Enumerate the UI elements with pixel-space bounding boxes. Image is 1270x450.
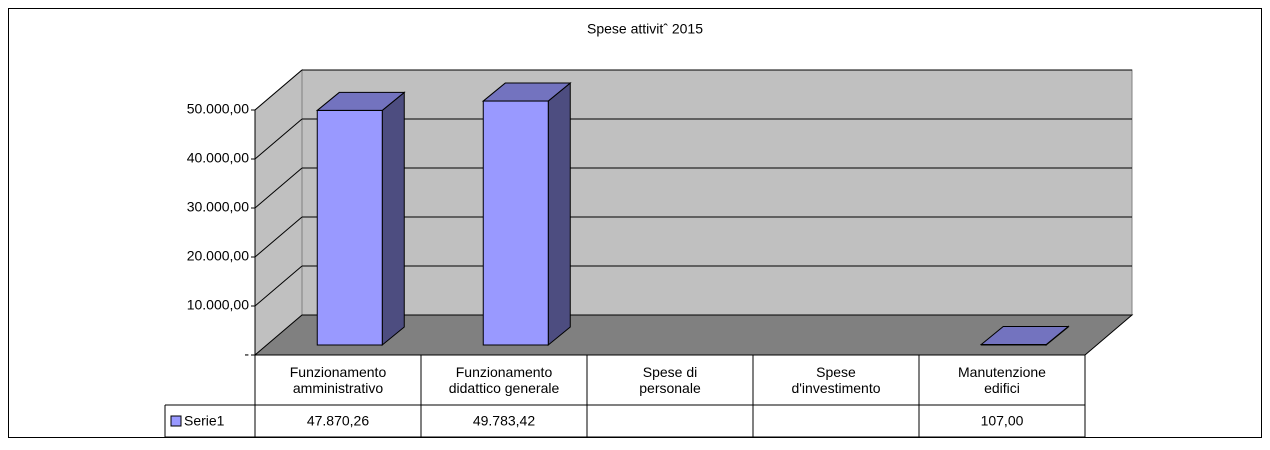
grid-line xyxy=(254,167,303,209)
grid-line xyxy=(254,118,303,160)
x-tick-label: Spese di personale xyxy=(639,364,701,396)
y-tick-label: 50.000,00 xyxy=(187,101,249,117)
y-tick-label: 20.000,00 xyxy=(187,248,249,264)
x-tick-label: Manutenzione edifici xyxy=(958,364,1046,396)
grid-line xyxy=(254,216,303,258)
bar-top xyxy=(481,82,572,102)
x-tick-label-cell: Funzionamento didattico generale xyxy=(448,364,560,396)
y-tick-label: 30.000,00 xyxy=(187,199,249,215)
x-tick-label-cell: Funzionamento amministrativo xyxy=(289,364,387,396)
chart-title: Spese attivitˆ 2015 xyxy=(587,21,703,37)
bar-side xyxy=(381,91,405,347)
back-wall xyxy=(301,69,1133,316)
bar xyxy=(316,109,383,346)
data-label: 107,00 xyxy=(981,413,1024,429)
side-wall xyxy=(254,68,303,357)
legend-label: Serie1 xyxy=(184,413,225,429)
bar-side xyxy=(547,82,571,347)
data-label: 47.870,26 xyxy=(307,413,369,429)
x-tick-label: Funzionamento didattico generale xyxy=(448,364,560,396)
bar-top xyxy=(979,325,1070,345)
x-tick-label: Funzionamento amministrativo xyxy=(289,364,387,396)
y-tick-label: 40.000,00 xyxy=(187,150,249,166)
y-tick-label: - xyxy=(244,346,249,362)
grid-line xyxy=(254,69,303,111)
bar xyxy=(482,100,549,346)
y-tick-label: 10.000,00 xyxy=(187,297,249,313)
grid-line xyxy=(254,265,303,307)
data-label: 49.783,42 xyxy=(473,413,535,429)
x-tick-label-cell: Manutenzione edifici xyxy=(958,364,1046,396)
bar-top xyxy=(315,91,406,111)
x-tick-label: Spese d'investimento xyxy=(791,364,881,396)
x-tick-label-cell: Spese d'investimento xyxy=(791,364,881,396)
x-tick-label-cell: Spese di personale xyxy=(639,364,701,396)
legend-swatch xyxy=(170,415,182,427)
